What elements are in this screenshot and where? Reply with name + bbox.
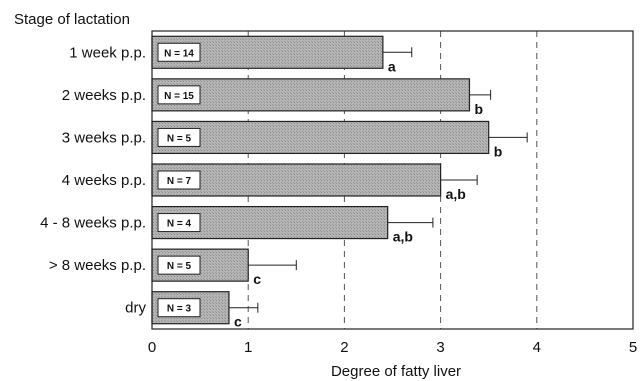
significance-label: c — [234, 314, 242, 330]
bar — [151, 78, 471, 112]
x-tick-label: 5 — [629, 339, 637, 356]
n-label-box — [157, 85, 201, 105]
n-label: N = 7 — [167, 176, 192, 187]
category-label: 4 - 8 weeks p.p. — [40, 215, 146, 232]
category-label: > 8 weeks p.p. — [49, 257, 146, 274]
significance-label: a,b — [393, 229, 413, 245]
n-label: N = 3 — [167, 304, 192, 315]
x-tick-label: 1 — [244, 339, 252, 356]
plot-frame — [151, 30, 634, 330]
significance-label: b — [494, 143, 503, 159]
n-label-box — [157, 255, 201, 275]
category-label: 4 weeks p.p. — [62, 172, 146, 189]
x-tick-labels: 0 1 2 3 4 5 — [148, 339, 637, 356]
category-label: dry — [125, 300, 146, 317]
x-axis-title: Degree of fatty liver — [331, 363, 461, 380]
x-tick-label: 2 — [340, 339, 348, 356]
significance-label: a,b — [446, 186, 466, 202]
significance-label: a — [388, 58, 396, 74]
n-label-box — [157, 127, 201, 147]
n-label-box — [157, 42, 201, 62]
bars: N = 14 a N = 15 b N = 5 b N = 7 a,b N = 4 a,b N = … — [151, 35, 528, 330]
n-label: N = 5 — [167, 261, 192, 272]
n-label-box — [157, 170, 201, 190]
x-tick-label: 4 — [533, 339, 541, 356]
category-label: 2 weeks p.p. — [62, 87, 146, 104]
axes — [151, 30, 634, 330]
significance-label: b — [474, 101, 483, 117]
x-tick-label: 0 — [148, 339, 156, 356]
n-label: N = 4 — [167, 219, 192, 230]
category-label: 1 week p.p. — [69, 44, 146, 61]
x-tick-label: 3 — [436, 339, 444, 356]
significance-label: c — [253, 271, 261, 287]
y-axis-title: Stage of lactation — [14, 11, 130, 28]
n-label: N = 5 — [167, 133, 192, 144]
n-label: N = 14 — [164, 48, 194, 59]
n-label-box — [157, 298, 201, 318]
bar — [151, 120, 490, 155]
category-label: 3 weeks p.p. — [62, 129, 146, 146]
n-label: N = 15 — [164, 91, 194, 102]
n-label-box — [157, 213, 201, 233]
category-labels: 1 week p.p. 2 weeks p.p. 3 weeks p.p. 4 wee… — [40, 44, 146, 316]
